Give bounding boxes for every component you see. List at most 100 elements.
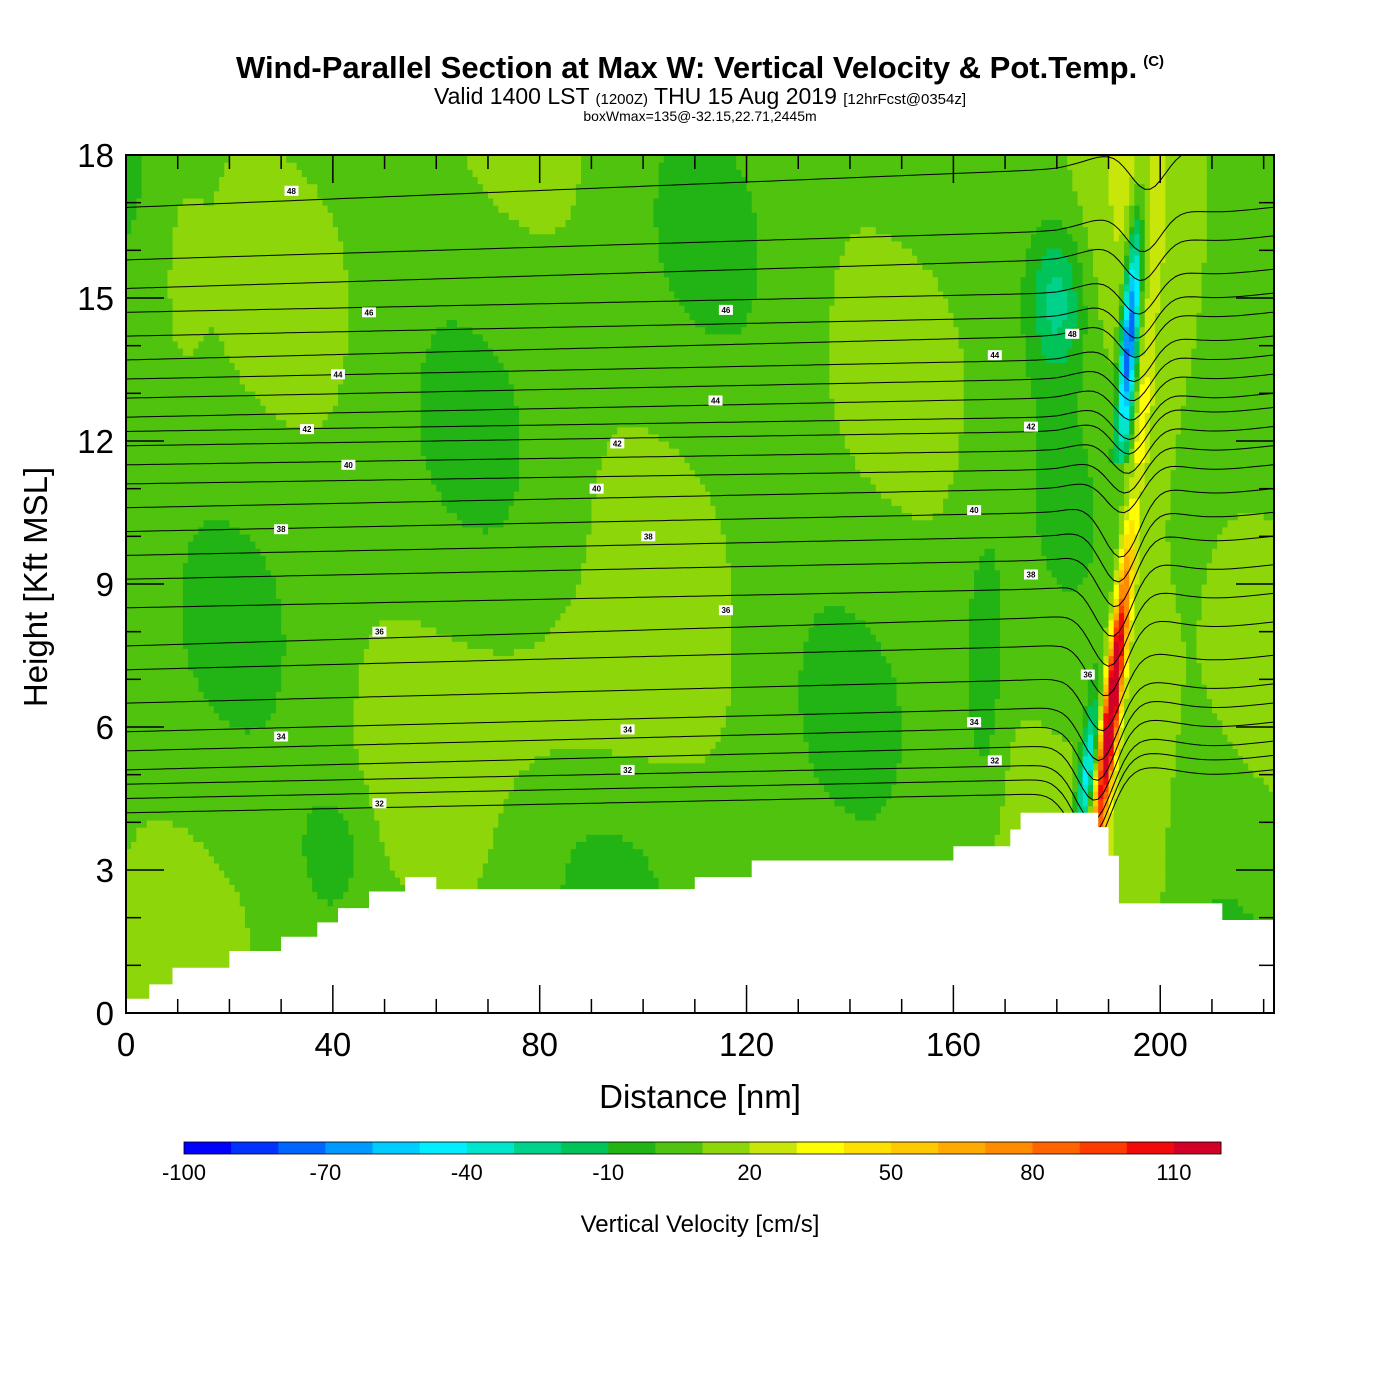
velocity-cell: [1160, 891, 1274, 900]
velocity-cell: [1134, 398, 1141, 406]
contour-label-bg: [718, 304, 733, 315]
y-tick-label: 18: [77, 137, 114, 174]
velocity-cell: [1129, 426, 1135, 435]
velocity-cell: [958, 340, 1027, 349]
velocity-cell: [1082, 333, 1104, 342]
velocity-cell: [1108, 891, 1161, 900]
velocity-cell: [1113, 398, 1120, 406]
velocity-cell: [1113, 555, 1120, 564]
velocity-cell: [1046, 298, 1068, 306]
velocity-cell: [1124, 705, 1182, 714]
velocity-cell: [1124, 555, 1130, 564]
velocity-cell: [1072, 755, 1079, 764]
velocity-cell: [1113, 848, 1166, 857]
velocity-cell: [880, 491, 949, 499]
velocity-cell: [829, 376, 965, 385]
velocity-cell: [751, 197, 1079, 206]
velocity-cell: [1087, 805, 1094, 814]
velocity-cell: [834, 405, 965, 413]
velocity-cell: [400, 877, 479, 885]
velocity-cell: [1098, 662, 1104, 671]
velocity-cell: [1118, 376, 1125, 385]
velocity-cell: [1098, 748, 1104, 757]
velocity-cell: [126, 834, 137, 842]
velocity-cell: [126, 183, 143, 192]
velocity-cell: [126, 226, 132, 235]
velocity-cell: [1165, 190, 1208, 199]
velocity-cell: [1051, 727, 1084, 735]
velocity-cell: [317, 190, 489, 199]
velocity-cell: [508, 212, 572, 220]
velocity-cell: [963, 419, 1037, 428]
velocity-cell: [1082, 755, 1094, 764]
theta-contour: [126, 700, 1274, 781]
velocity-cell: [1077, 197, 1110, 206]
velocity-cell: [1036, 512, 1094, 521]
velocity-cell: [1010, 762, 1073, 771]
velocity-cell: [1206, 247, 1274, 256]
velocity-cell: [974, 591, 1001, 599]
velocity-cell: [167, 290, 349, 299]
velocity-cell: [1077, 791, 1084, 800]
velocity-cell: [182, 591, 277, 599]
velocity-cell: [1036, 283, 1048, 292]
velocity-cell: [1103, 712, 1110, 721]
velocity-cell: [891, 669, 970, 678]
velocity-cell: [1067, 348, 1084, 356]
velocity-cell: [999, 598, 1110, 607]
velocity-cell: [167, 276, 349, 285]
velocity-cell: [503, 362, 830, 371]
velocity-cell: [689, 312, 748, 321]
velocity-cell: [482, 333, 830, 342]
velocity-cell: [1113, 591, 1120, 599]
velocity-cell: [1134, 169, 1151, 178]
velocity-cell: [1129, 355, 1135, 363]
velocity-cell: [1134, 426, 1141, 435]
velocity-cell: [844, 805, 882, 814]
velocity-cell: [1134, 305, 1141, 313]
velocity-cell: [1020, 290, 1037, 299]
velocity-cell: [301, 169, 474, 178]
velocity-cell: [968, 719, 996, 728]
velocity-cell: [1118, 555, 1125, 564]
contour-label-text: 32: [990, 756, 999, 765]
velocity-cell: [1118, 298, 1125, 306]
velocity-cell: [1046, 283, 1063, 292]
velocity-cell: [198, 526, 241, 535]
velocity-cell: [1129, 634, 1135, 642]
velocity-cell: [979, 748, 991, 757]
velocity-cell: [1093, 548, 1115, 556]
velocity-cell: [1129, 326, 1135, 335]
velocity-cell: [586, 533, 727, 542]
velocity-cell: [213, 855, 308, 864]
velocity-cell: [126, 676, 199, 685]
velocity-cell: [1108, 626, 1115, 635]
velocity-cell: [1144, 255, 1151, 263]
contour-label-42: 42: [610, 438, 625, 449]
velocity-cell: [1170, 555, 1213, 564]
velocity-cell: [1149, 176, 1166, 185]
velocity-cell: [1103, 769, 1110, 778]
velocity-cell: [880, 641, 970, 649]
velocity-cell: [958, 326, 1022, 335]
velocity-cell: [1072, 326, 1089, 335]
velocity-cell: [126, 576, 184, 585]
terrain-mask: [126, 812, 1274, 1013]
velocity-cell: [177, 340, 199, 349]
velocity-cell: [1175, 762, 1249, 771]
velocity-cell: [126, 169, 143, 178]
velocity-cell: [612, 748, 711, 757]
velocity-cell: [1139, 262, 1146, 270]
velocity-cell: [1098, 805, 1104, 814]
velocity-cell: [1025, 355, 1048, 363]
velocity-cell: [974, 741, 991, 750]
velocity-cell: [1098, 727, 1104, 735]
contour-label-bg: [1065, 328, 1080, 339]
velocity-cell: [581, 176, 660, 185]
velocity-cell: [855, 462, 960, 471]
velocity-cell: [1124, 519, 1130, 528]
velocity-cell: [126, 898, 241, 907]
velocity-cell: [1072, 741, 1079, 750]
velocity-cell: [1087, 319, 1104, 328]
velocity-cell: [1144, 483, 1172, 492]
